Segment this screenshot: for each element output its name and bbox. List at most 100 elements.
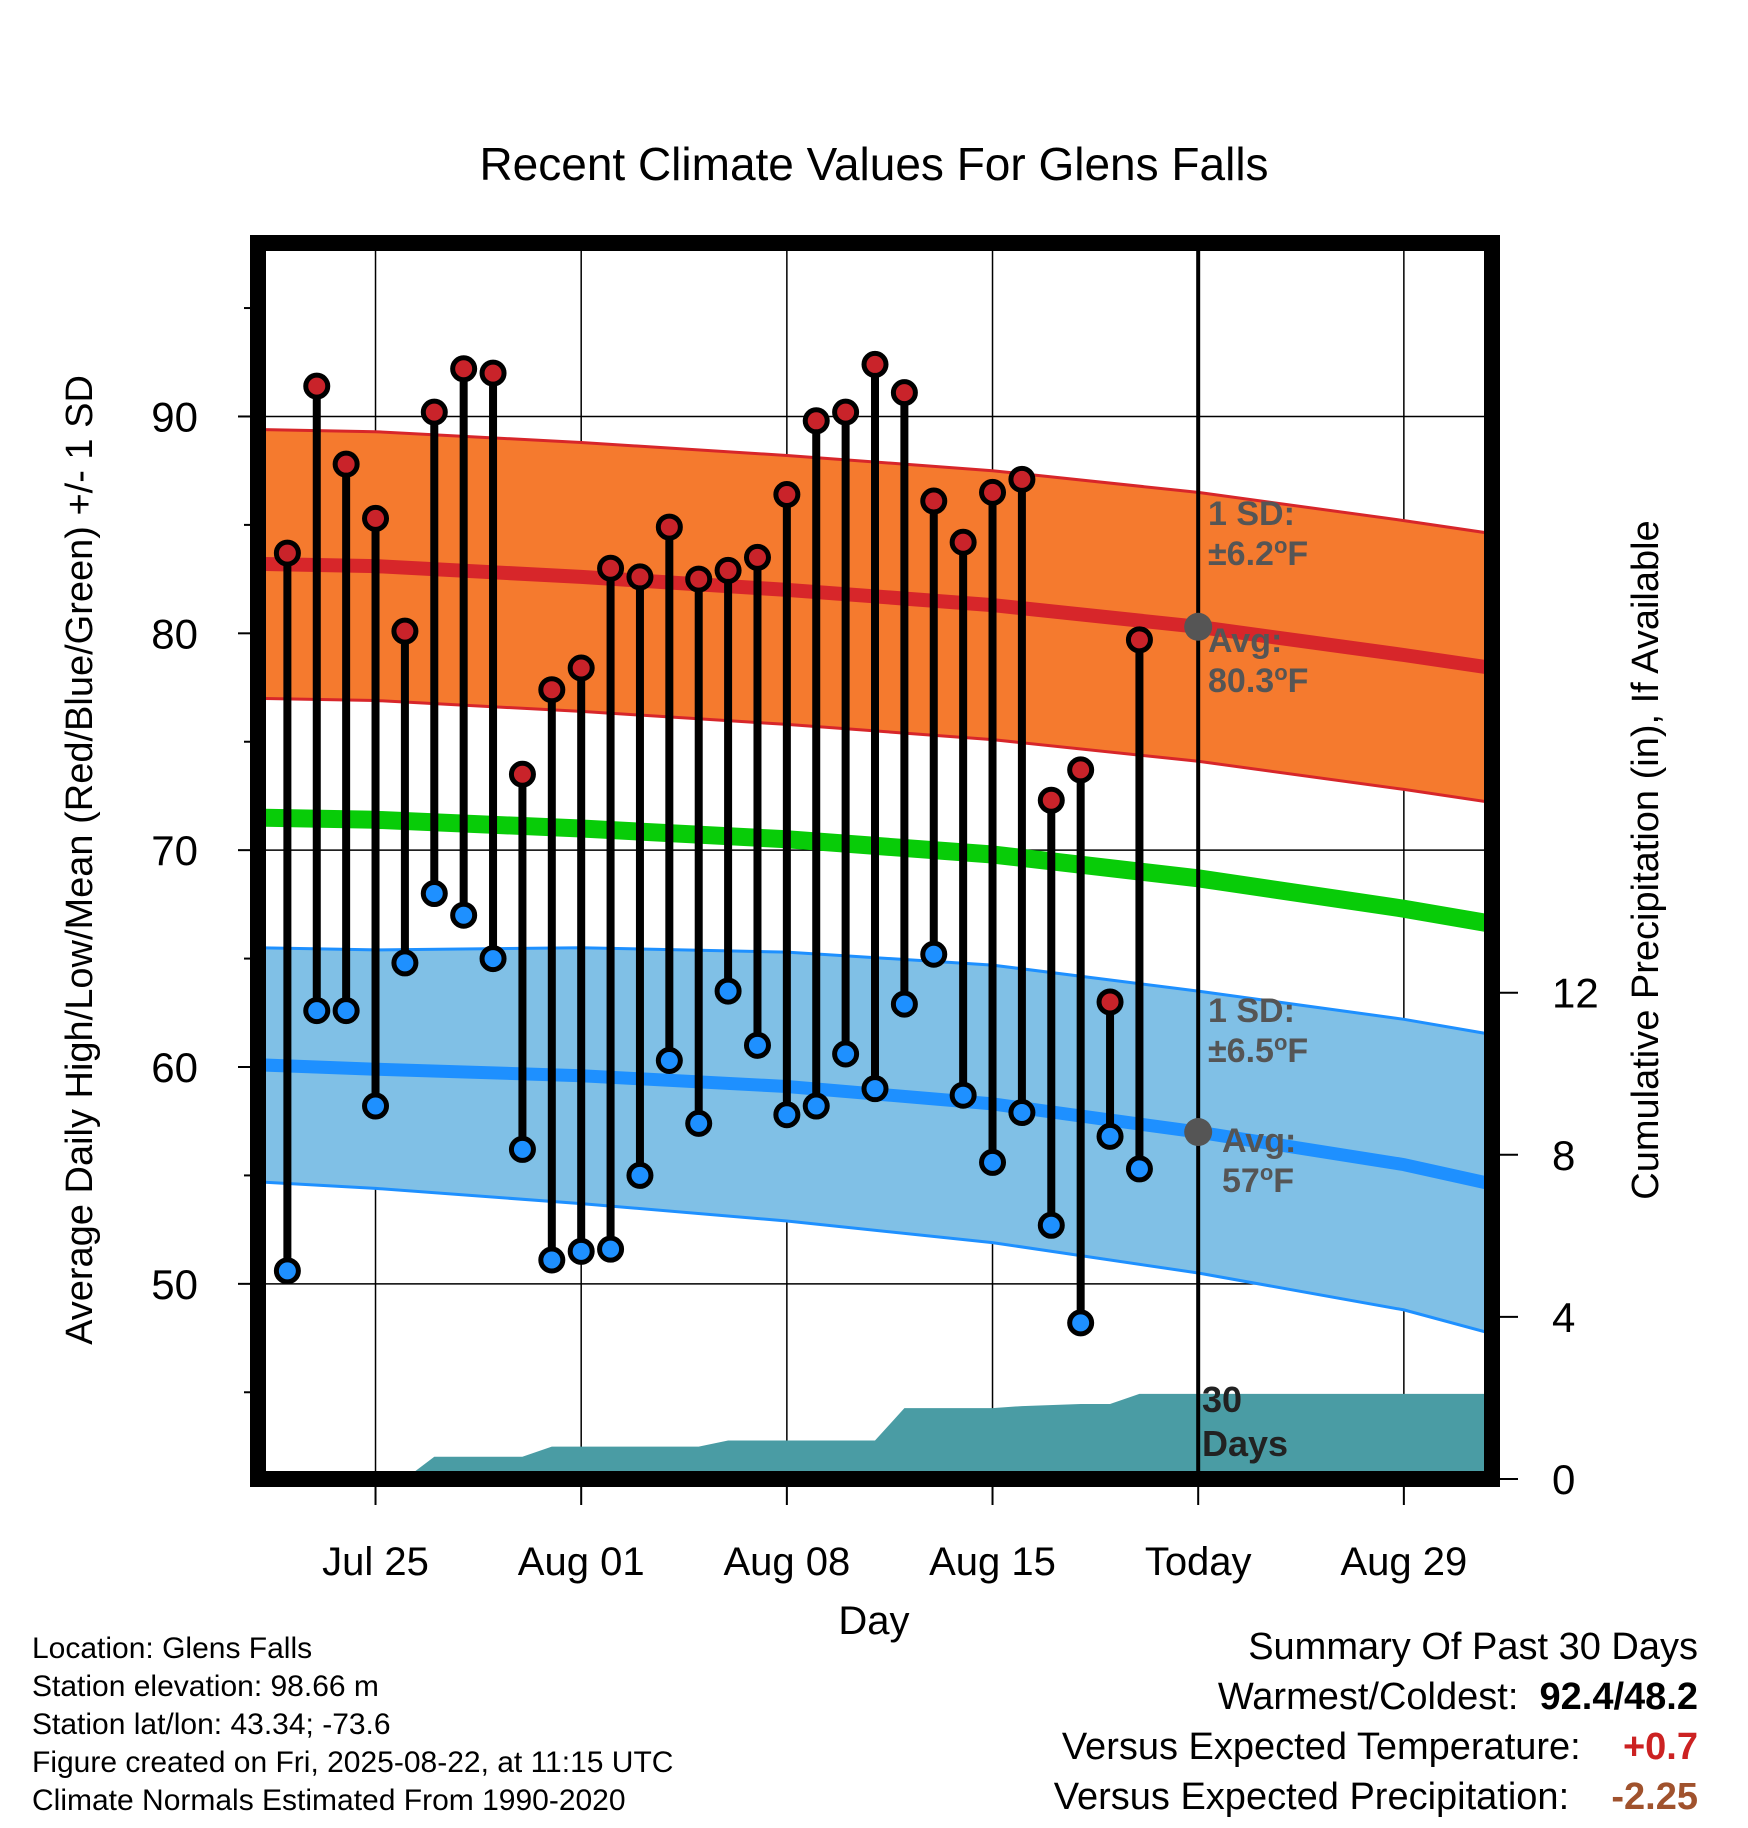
- daily-high-point: [450, 355, 478, 383]
- daily-high-point: [567, 654, 595, 682]
- high-avg-label: Avg:: [1208, 622, 1282, 660]
- daily-high-point: [479, 359, 507, 387]
- daily-high-point: [979, 478, 1007, 506]
- daily-high-point: [332, 450, 360, 478]
- daily-low-point: [1037, 1211, 1065, 1239]
- low-sd-band: [265, 947, 1485, 1332]
- y2-tick-label: 0: [1552, 1456, 1575, 1503]
- daily-high-point: [743, 543, 771, 571]
- today-normal-low-marker: [1184, 1118, 1213, 1147]
- daily-low-point: [920, 940, 948, 968]
- y2-tick-label: 4: [1552, 1294, 1575, 1341]
- low-sd-lower-edge: [265, 1180, 1485, 1334]
- summary-panel: Summary Of Past 30 Days Warmest/Coldest:…: [1054, 1622, 1698, 1822]
- daily-low-point: [773, 1101, 801, 1129]
- daily-high-point: [685, 565, 713, 593]
- low-avg-label: Avg:: [1222, 1122, 1296, 1160]
- daily-low-point: [362, 1092, 390, 1120]
- daily-high-point: [773, 481, 801, 509]
- x-tick-label: Today: [1145, 1540, 1252, 1584]
- daily-low-point: [890, 990, 918, 1018]
- daily-low-point: [508, 1135, 536, 1163]
- daily-high-point: [391, 617, 419, 645]
- daily-low-point: [479, 945, 507, 973]
- daily-low-point: [420, 880, 448, 908]
- temp-value: +0.7: [1622, 1726, 1698, 1768]
- daily-high-point: [597, 554, 625, 582]
- chart-title: Recent Climate Values For Glens Falls: [479, 138, 1268, 190]
- summary-warmest-row: Warmest/Coldest: 92.4/48.2: [1054, 1672, 1698, 1722]
- normals-text: Climate Normals Estimated From 1990-2020: [32, 1784, 626, 1817]
- daily-high-point: [802, 407, 830, 435]
- daily-low-point: [597, 1235, 625, 1263]
- latlon-text: Station lat/lon: 43.34; -73.6: [32, 1708, 391, 1741]
- daily-low-point: [626, 1161, 654, 1189]
- x-tick-label: Aug 08: [723, 1540, 850, 1584]
- high-sd-label: 1 SD:: [1208, 495, 1295, 533]
- daily-low-point: [567, 1237, 595, 1265]
- cumulative-precip-area: [414, 1393, 1485, 1472]
- y-axis-label: Average Daily High/Low/Mean (Red/Blue/Gr…: [59, 375, 101, 1345]
- daily-low-point: [1096, 1122, 1124, 1150]
- y-tick-label: 80: [151, 610, 198, 657]
- daily-high-point: [832, 398, 860, 426]
- daily-low-point: [861, 1075, 889, 1103]
- daily-low-point: [450, 901, 478, 929]
- daily-low-point: [1067, 1309, 1095, 1337]
- high-sd-lower-edge: [265, 697, 1485, 803]
- today-normal-high-marker: [1184, 612, 1213, 641]
- daily-high-point: [362, 504, 390, 532]
- daily-high-point: [949, 528, 977, 556]
- low-avg-value: 57oF: [1222, 1160, 1294, 1201]
- low-sd-label: 1 SD:: [1208, 992, 1295, 1030]
- y-tick-label: 70: [151, 827, 198, 874]
- daily-high-point: [1096, 988, 1124, 1016]
- temp-label: Versus Expected Temperature:: [1061, 1726, 1581, 1768]
- daily-low-point: [714, 977, 742, 1005]
- normal-low-line: [265, 1058, 1485, 1190]
- daily-high-point: [1125, 626, 1153, 654]
- low-sd-value: ±6.5oF: [1208, 1030, 1308, 1071]
- daily-low-point: [391, 949, 419, 977]
- daily-low-point: [832, 1040, 860, 1068]
- days-label-number: 30: [1202, 1379, 1242, 1420]
- y2-tick-label: 8: [1552, 1132, 1575, 1179]
- daily-high-point: [303, 372, 331, 400]
- daily-low-point: [655, 1046, 683, 1074]
- y-tick-label: 50: [151, 1261, 198, 1308]
- summary-temp-row: Versus Expected Temperature: +0.7: [1054, 1722, 1698, 1772]
- high-avg-value: 80.3oF: [1208, 660, 1308, 701]
- daily-low-point: [979, 1148, 1007, 1176]
- y-tick-label: 90: [151, 393, 198, 440]
- daily-low-point: [332, 997, 360, 1025]
- daily-high-point: [714, 556, 742, 584]
- plot-overlay: 50 60 70 80 90 0 4 8 12 Jul 25 Aug 01 Aug 08 Aug 15 T…: [151, 235, 1599, 1584]
- high-sd-upper-edge: [265, 428, 1485, 535]
- summary-title: Summary Of Past 30 Days: [1248, 1626, 1698, 1668]
- daily-low-point: [1008, 1099, 1036, 1127]
- daily-high-point: [920, 487, 948, 515]
- daily-low-point: [743, 1031, 771, 1059]
- summary-precip-row: Versus Expected Precipitation: -2.25: [1054, 1772, 1698, 1822]
- station-info: Location: Glens Falls Station elevation:…: [32, 1630, 673, 1820]
- daily-high-point: [420, 398, 448, 426]
- daily-high-point: [508, 760, 536, 788]
- daily-low-point: [802, 1092, 830, 1120]
- x-axis-label: Day: [838, 1599, 909, 1643]
- daily-low-point: [949, 1081, 977, 1109]
- daily-low-point: [538, 1246, 566, 1274]
- warmest-value: 92.4/48.2: [1539, 1676, 1698, 1718]
- daily-low-point: [303, 997, 331, 1025]
- location-text: Location: Glens Falls: [32, 1632, 313, 1665]
- daily-high-point: [861, 350, 889, 378]
- daily-high-point: [890, 379, 918, 407]
- warmest-label: Warmest/Coldest:: [1217, 1676, 1519, 1718]
- precip-label: Versus Expected Precipitation:: [1053, 1776, 1570, 1818]
- created-text: Figure created on Fri, 2025-08-22, at 11…: [32, 1746, 674, 1779]
- high-sd-value: ±6.2oF: [1208, 533, 1308, 574]
- precip-value: -2.25: [1611, 1776, 1698, 1818]
- y2-axis-label: Cumulative Precipitation (in), If Availa…: [1625, 520, 1667, 1199]
- y-tick-label: 60: [151, 1044, 198, 1091]
